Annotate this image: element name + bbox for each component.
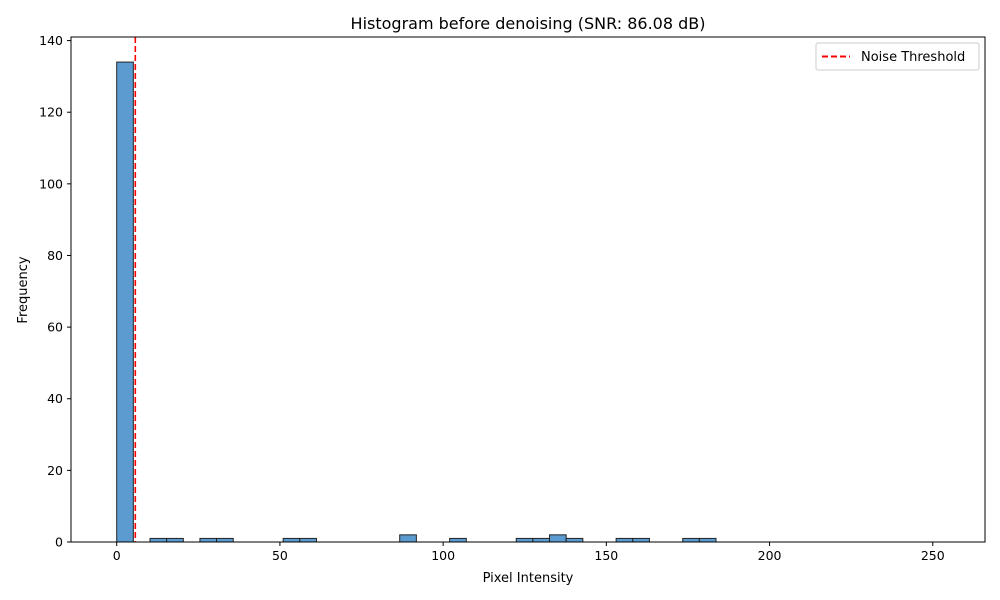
x-axis-label: Pixel Intensity (483, 571, 574, 586)
axes: 0 50 100 150 200 250 0 20 40 60 80 100 120 140 (39, 33, 986, 563)
histogram-bar (449, 537, 467, 543)
histogram-bar (282, 537, 301, 543)
y-tick-label: 20 (47, 463, 63, 478)
histogram-bar (682, 537, 700, 543)
x-tick-label: 150 (594, 548, 618, 563)
histogram-bar (698, 537, 717, 543)
y-tick-label: 120 (39, 105, 63, 120)
x-tick-label: 100 (431, 548, 455, 563)
y-tick-label: 40 (47, 391, 63, 406)
legend-label: Noise Threshold (861, 50, 965, 65)
histogram-bar (199, 537, 218, 543)
histogram-bar (515, 537, 534, 543)
x-tick-label: 0 (113, 548, 121, 563)
histogram-bar (549, 534, 567, 543)
y-tick-label: 100 (39, 176, 63, 191)
histogram-bar (149, 537, 168, 543)
y-tick-label: 60 (47, 320, 63, 335)
y-tick-label: 0 (55, 535, 63, 550)
histogram-bar (399, 534, 417, 543)
y-tick-label: 140 (39, 33, 63, 48)
chart-title: Histogram before denoising (SNR: 86.08 d… (351, 14, 706, 33)
histogram-bar (166, 537, 184, 543)
histogram-bars (116, 61, 717, 543)
x-tick-label: 250 (921, 548, 945, 563)
y-axis-label: Frequency (16, 256, 31, 323)
histogram-bar (299, 537, 317, 543)
plot-frame (70, 36, 986, 543)
histogram-bar (216, 537, 234, 543)
histogram-bar (565, 537, 584, 543)
histogram-bar (615, 537, 634, 543)
histogram-bar (116, 61, 134, 543)
histogram-bar (632, 537, 650, 543)
x-tick-label: 200 (758, 548, 782, 563)
x-tick-label: 50 (272, 548, 288, 563)
legend-box (815, 42, 980, 71)
histogram-bar (532, 537, 551, 543)
y-tick-label: 80 (47, 248, 63, 263)
legend: Noise Threshold (815, 42, 980, 71)
